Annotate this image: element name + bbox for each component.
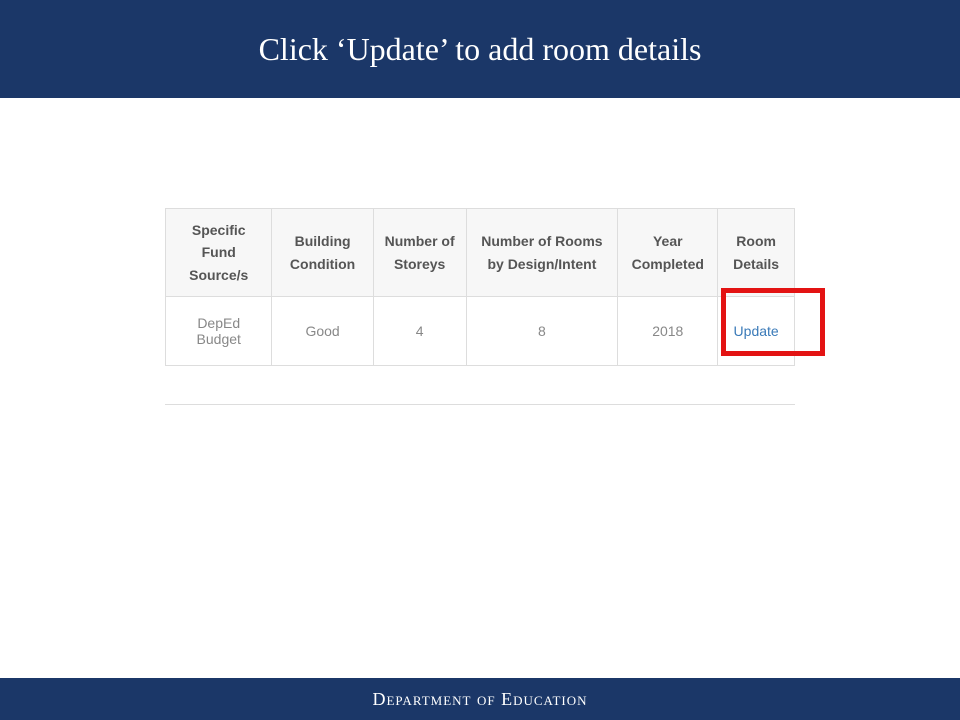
- col-number-storeys: Number of Storeys: [373, 209, 466, 297]
- footer-text: Department of Education: [372, 689, 587, 710]
- cell-fund-source: DepEd Budget: [166, 297, 272, 366]
- table-divider: [165, 404, 795, 405]
- main-content: Specific Fund Source/s Building Conditio…: [0, 98, 960, 405]
- room-details-table: Specific Fund Source/s Building Conditio…: [165, 208, 795, 366]
- update-link[interactable]: Update: [718, 297, 795, 366]
- cell-rooms: 8: [466, 297, 618, 366]
- table-row: DepEd Budget Good 4 8 2018 Update: [166, 297, 795, 366]
- table-header-row: Specific Fund Source/s Building Conditio…: [166, 209, 795, 297]
- slide-title: Click ‘Update’ to add room details: [259, 31, 702, 68]
- table-container: Specific Fund Source/s Building Conditio…: [165, 208, 795, 405]
- col-year-completed: Year Completed: [618, 209, 718, 297]
- cell-storeys: 4: [373, 297, 466, 366]
- slide-header: Click ‘Update’ to add room details: [0, 0, 960, 98]
- cell-condition: Good: [272, 297, 373, 366]
- col-fund-source: Specific Fund Source/s: [166, 209, 272, 297]
- col-building-condition: Building Condition: [272, 209, 373, 297]
- col-room-details: Room Details: [718, 209, 795, 297]
- cell-year: 2018: [618, 297, 718, 366]
- col-number-rooms: Number of Rooms by Design/Intent: [466, 209, 618, 297]
- slide-footer: Department of Education: [0, 678, 960, 720]
